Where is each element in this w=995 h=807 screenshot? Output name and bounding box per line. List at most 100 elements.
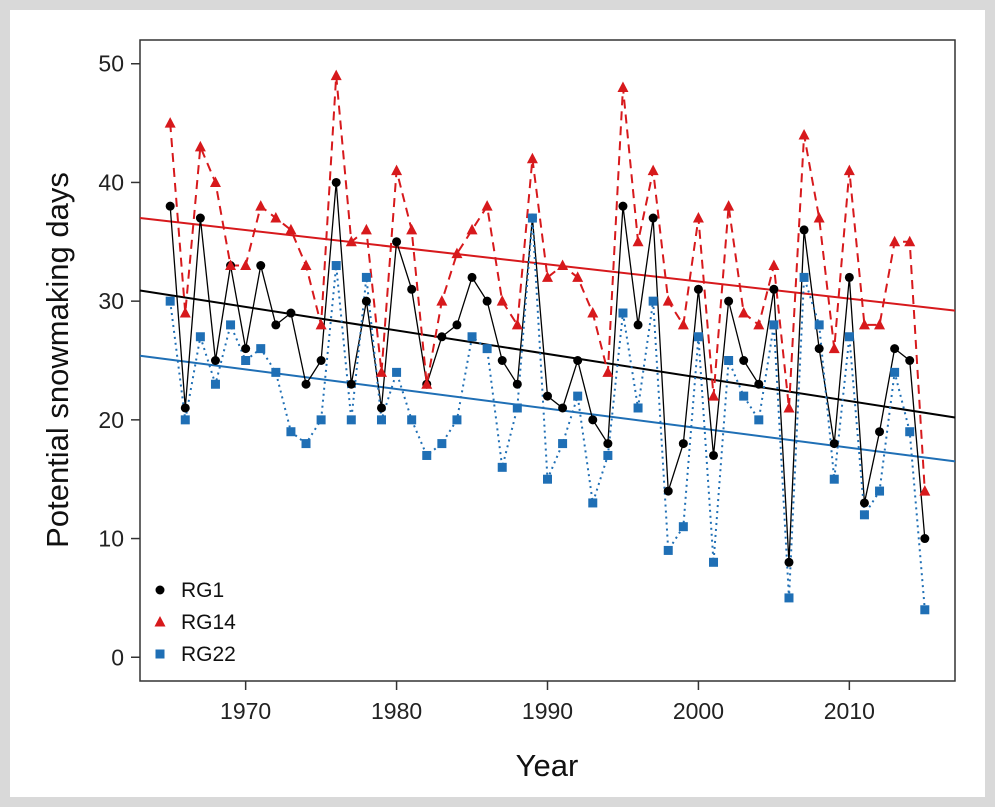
data-point-rg14 xyxy=(406,223,418,235)
data-point-rg1 xyxy=(316,356,326,365)
data-point-rg14 xyxy=(345,235,357,247)
data-point-rg22 xyxy=(784,593,794,603)
data-point-rg1 xyxy=(165,201,175,211)
data-point-rg1 xyxy=(784,557,794,567)
data-point-rg14 xyxy=(511,318,523,330)
data-point-rg1 xyxy=(588,415,598,425)
data-point-rg1 xyxy=(195,213,205,223)
data-point-rg14 xyxy=(587,307,599,318)
data-point-rg1 xyxy=(301,379,311,389)
data-point-rg1 xyxy=(271,320,281,330)
data-point-rg14 xyxy=(179,307,191,318)
data-point-rg22 xyxy=(844,332,854,342)
data-point-rg22 xyxy=(271,367,281,377)
data-point-rg1 xyxy=(286,308,296,318)
data-point-rg1 xyxy=(739,356,749,365)
y-tick-label: 40 xyxy=(98,169,124,195)
data-point-rg1 xyxy=(467,272,477,282)
x-tick-label: 1970 xyxy=(220,698,271,724)
data-point-rg22 xyxy=(663,545,673,555)
data-point-rg14 xyxy=(164,117,176,128)
data-point-rg22 xyxy=(241,356,251,365)
data-point-rg22 xyxy=(875,486,885,496)
data-point-rg1 xyxy=(346,379,356,389)
data-point-rg22 xyxy=(543,474,552,484)
data-point-rg14 xyxy=(225,259,237,271)
data-point-rg1 xyxy=(814,344,824,354)
data-point-rg22 xyxy=(407,415,417,425)
data-point-rg22 xyxy=(799,272,809,282)
data-point-rg14 xyxy=(723,200,735,211)
data-point-rg22 xyxy=(226,320,236,330)
data-point-rg1 xyxy=(331,177,341,187)
series-line-rg1 xyxy=(169,182,926,563)
data-point-rg14 xyxy=(451,247,463,259)
data-point-rg14 xyxy=(677,318,689,330)
chart-svg: 1970 1980 1990 2000 2010 0 10 20 30 40 50 Year Po… xyxy=(40,39,956,783)
data-point-rg1 xyxy=(256,261,266,271)
data-point-rg1 xyxy=(437,332,447,342)
data-point-rg14 xyxy=(375,366,387,377)
data-point-rg14 xyxy=(330,69,342,81)
data-point-rg22 xyxy=(195,332,205,342)
data-point-rg14 xyxy=(768,259,780,271)
x-tick-label: 1980 xyxy=(371,698,422,724)
data-point-rg22 xyxy=(678,522,688,532)
data-point-rg22 xyxy=(920,605,930,615)
data-point-rg22 xyxy=(165,296,175,306)
data-point-rg22 xyxy=(346,415,356,425)
data-point-rg1 xyxy=(633,320,643,330)
data-point-rg22 xyxy=(693,332,703,342)
data-point-rg14 xyxy=(904,235,916,247)
trend-line-rg14 xyxy=(139,217,956,312)
y-axis: 0 10 20 30 40 50 xyxy=(98,51,140,670)
data-point-rg1 xyxy=(663,486,673,496)
x-tick-label: 2010 xyxy=(824,698,875,724)
data-point-rg22 xyxy=(301,439,311,449)
legend-marker-rg22 xyxy=(155,649,165,659)
data-point-rg22 xyxy=(754,415,764,425)
y-tick-label: 20 xyxy=(98,407,124,433)
data-point-rg14 xyxy=(783,401,795,413)
data-point-rg22 xyxy=(890,367,900,377)
data-point-rg1 xyxy=(875,427,885,437)
data-point-rg1 xyxy=(392,237,402,247)
data-point-rg1 xyxy=(512,379,522,389)
data-point-rg1 xyxy=(603,439,613,449)
data-point-rg1 xyxy=(241,344,251,354)
data-point-rg14 xyxy=(813,212,825,223)
data-point-rg1 xyxy=(618,201,628,211)
data-point-rg1 xyxy=(709,450,719,460)
data-point-rg1 xyxy=(361,296,371,306)
data-point-rg22 xyxy=(452,415,462,425)
series-lines xyxy=(169,75,926,610)
data-point-rg14 xyxy=(421,378,433,389)
series-markers xyxy=(164,69,931,615)
data-point-rg1 xyxy=(905,356,915,365)
data-point-rg14 xyxy=(285,223,297,235)
data-point-rg14 xyxy=(436,295,448,306)
legend: RG1 RG14 RG22 xyxy=(154,579,236,666)
data-point-rg1 xyxy=(829,439,839,449)
data-point-rg22 xyxy=(361,272,371,282)
data-point-rg22 xyxy=(331,261,341,271)
data-point-rg1 xyxy=(769,284,779,294)
data-point-rg22 xyxy=(437,439,447,449)
data-point-rg22 xyxy=(603,450,613,460)
data-point-rg14 xyxy=(194,140,206,152)
data-point-rg14 xyxy=(632,235,644,247)
data-point-rg14 xyxy=(738,307,750,318)
x-axis: 1970 1980 1990 2000 2010 xyxy=(220,681,875,724)
series-line-rg14 xyxy=(169,75,926,492)
data-point-rg14 xyxy=(270,212,282,223)
data-point-rg14 xyxy=(602,366,614,377)
data-point-rg14 xyxy=(209,176,221,187)
data-point-rg14 xyxy=(858,318,870,330)
data-point-rg14 xyxy=(526,152,538,164)
data-point-rg1 xyxy=(859,498,869,508)
data-point-rg1 xyxy=(497,356,507,365)
data-point-rg1 xyxy=(920,534,930,544)
legend-marker-rg1 xyxy=(155,585,165,595)
data-point-rg14 xyxy=(919,485,931,496)
data-point-rg22 xyxy=(512,403,522,413)
